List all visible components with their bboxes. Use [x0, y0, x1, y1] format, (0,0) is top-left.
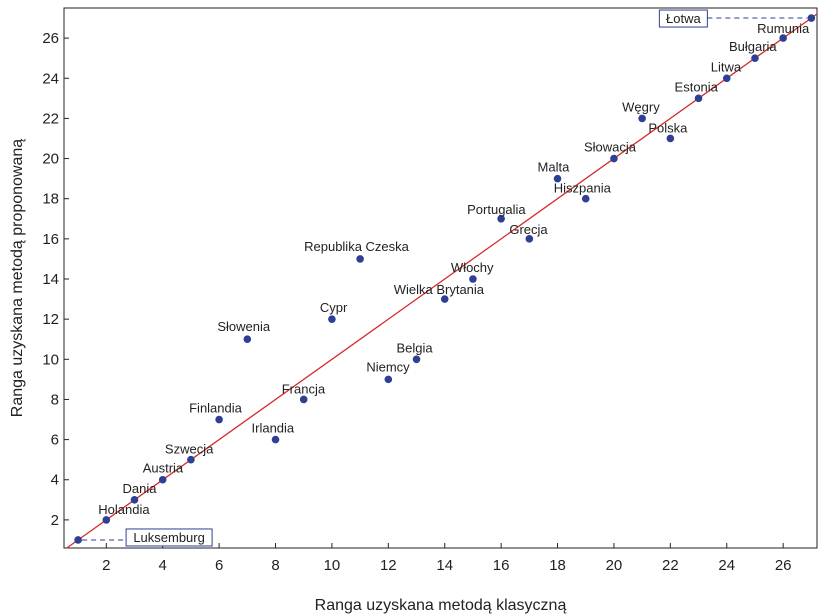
point-label: Węgry [622, 99, 660, 114]
plot-frame [63, 7, 818, 549]
y-axis-title: Ranga uzyskana metodą proponowaną [9, 139, 26, 418]
point-label: Republika Czeska [304, 239, 410, 254]
x-tick-label: 16 [493, 557, 510, 574]
data-point [638, 114, 646, 123]
x-axis-title: Ranga uzyskana metodą klasyczną [315, 597, 567, 614]
data-point [243, 335, 252, 344]
callout-box [658, 9, 708, 28]
data-point [412, 355, 421, 364]
y-tick-label: 10 [42, 351, 59, 368]
point-label: Polska [648, 120, 688, 135]
x-tick-label: 8 [271, 557, 279, 574]
data-point [694, 94, 703, 103]
x-tick-label: 26 [775, 557, 792, 574]
data-point [74, 536, 82, 544]
x-tick-label: 4 [159, 557, 167, 574]
data-point [271, 435, 280, 444]
y-tick-label: 14 [42, 271, 59, 288]
point-label: Grecja [509, 222, 548, 237]
x-tick-label: 12 [380, 557, 397, 574]
point-label: Belgia [397, 340, 434, 355]
points-layer [74, 14, 816, 544]
x-tick-label: 6 [215, 557, 223, 574]
y-tick-label: 22 [42, 110, 59, 127]
point-label: Hiszpania [554, 181, 612, 196]
point-label: Holandia [98, 502, 150, 517]
point-label: Finlandia [189, 401, 243, 416]
data-point [328, 315, 336, 323]
data-point [187, 455, 195, 464]
x-tick-label: 20 [606, 557, 623, 574]
data-point [751, 54, 759, 62]
point-label: Szwecja [165, 442, 214, 457]
y-tick-label: 24 [42, 70, 59, 87]
y-tick-label: 16 [42, 231, 59, 248]
data-point [666, 134, 675, 143]
callout-label: Łotwa [666, 11, 701, 26]
point-label: Malta [538, 160, 571, 175]
data-point [215, 415, 223, 424]
point-label: Francja [282, 381, 326, 396]
point-label: Rumunia [757, 21, 810, 36]
data-point [553, 174, 562, 183]
x-tick-label: 22 [662, 557, 679, 574]
data-point [102, 516, 111, 524]
point-label: Austria [143, 461, 184, 476]
point-label: Włochy [451, 260, 494, 275]
y-tick-label: 26 [42, 30, 59, 47]
point-label: Słowacja [584, 140, 637, 155]
x-axis: 2 4 6 8 10 12 14 16 18 20 22 24 26 [102, 543, 792, 574]
point-label: Wielka Brytania [394, 282, 485, 297]
point-label: Litwa [711, 59, 742, 74]
point-label: Słowenia [217, 319, 271, 334]
data-point [525, 235, 534, 243]
x-tick-label: 2 [102, 557, 110, 574]
callout-box [125, 528, 213, 547]
y-tick-label: 6 [51, 432, 59, 449]
point-label: Dania [123, 481, 158, 496]
point-label: Cypr [320, 300, 348, 315]
y-tick-label: 12 [42, 311, 59, 328]
x-tick-label: 18 [549, 557, 566, 574]
point-label: Irlandia [252, 421, 295, 436]
point-label: Niemcy [366, 359, 410, 374]
data-point [356, 255, 364, 263]
y-tick-label: 2 [51, 512, 59, 529]
data-point [440, 295, 449, 303]
data-point [384, 375, 393, 384]
point-label: Estonia [675, 79, 719, 94]
x-tick-label: 24 [718, 557, 735, 574]
x-tick-label: 14 [436, 557, 453, 574]
data-point [722, 74, 731, 83]
data-point [497, 214, 505, 223]
data-point [158, 475, 167, 484]
y-tick-label: 20 [42, 151, 59, 168]
data-point [581, 194, 590, 203]
data-point [610, 154, 618, 163]
data-point [299, 395, 308, 404]
point-labels-layer: Holandia Dania Austria Szwecja Finlandia Słow… [98, 21, 810, 517]
y-tick-label: 8 [51, 391, 59, 408]
point-label: Bułgaria [729, 39, 777, 54]
x-tick-label: 10 [324, 557, 341, 574]
data-point [469, 275, 477, 283]
callout-layer: Luksemburg Łotwa [82, 9, 808, 547]
y-tick-label: 4 [51, 472, 59, 489]
y-tick-label: 18 [42, 191, 59, 208]
data-point [130, 496, 139, 504]
data-point [779, 34, 787, 42]
data-point [807, 14, 816, 22]
point-label: Portugalia [467, 202, 526, 217]
callout-label: Luksemburg [133, 530, 205, 545]
